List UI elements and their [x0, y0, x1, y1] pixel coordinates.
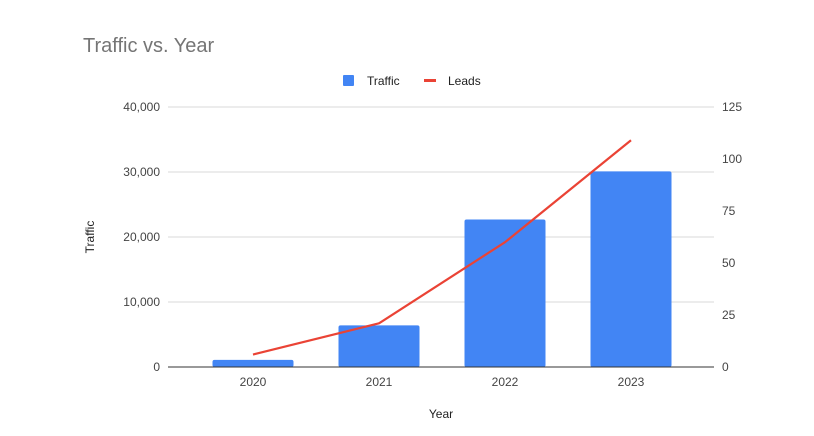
legend-swatch-leads — [424, 79, 436, 82]
legend-swatch-traffic — [343, 75, 354, 86]
right-tick-label: 75 — [722, 204, 736, 218]
x-tick-label: 2023 — [618, 375, 645, 389]
right-tick-label: 0 — [722, 360, 729, 374]
bar-traffic-2021 — [338, 325, 420, 367]
bar-traffic-2023 — [590, 171, 672, 367]
x-axis-title: Year — [429, 407, 453, 421]
legend: Traffic Leads — [343, 74, 481, 88]
left-axis-ticks: 0 10,000 20,000 30,000 40,000 — [123, 100, 160, 374]
x-tick-label: 2021 — [366, 375, 393, 389]
x-tick-label: 2020 — [240, 375, 267, 389]
right-tick-label: 50 — [722, 256, 736, 270]
legend-label-leads: Leads — [448, 74, 481, 88]
left-tick-label: 20,000 — [123, 230, 160, 244]
x-tick-label: 2022 — [492, 375, 519, 389]
left-tick-label: 10,000 — [123, 295, 160, 309]
left-tick-label: 30,000 — [123, 165, 160, 179]
x-axis-ticks: 2020 2021 2022 2023 — [240, 375, 645, 389]
y-axis-title: Traffic — [83, 221, 97, 254]
left-tick-label: 40,000 — [123, 100, 160, 114]
bar-traffic-2020 — [212, 359, 294, 367]
traffic-bars — [212, 171, 672, 367]
leads-line — [252, 139, 632, 356]
right-axis-ticks: 0 25 50 75 100 125 — [722, 100, 742, 374]
legend-label-traffic: Traffic — [367, 74, 400, 88]
right-tick-label: 25 — [722, 308, 736, 322]
right-tick-label: 125 — [722, 100, 742, 114]
chart-title: Traffic vs. Year — [83, 35, 215, 57]
right-tick-label: 100 — [722, 152, 742, 166]
left-tick-label: 0 — [153, 360, 160, 374]
